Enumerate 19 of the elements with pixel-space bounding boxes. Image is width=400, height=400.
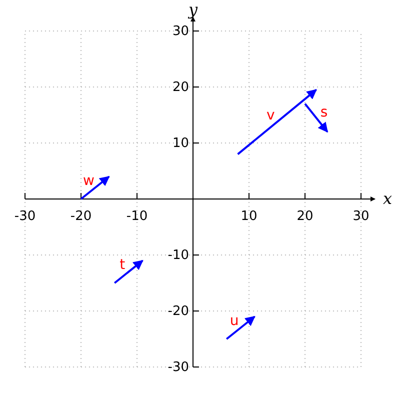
y-tick-label: 10 (172, 136, 189, 152)
series-label: v (266, 107, 275, 124)
y-tick-label: -20 (168, 304, 189, 320)
series-label: u (230, 312, 239, 329)
x-tick-label: 20 (296, 209, 314, 224)
series-label: t (120, 256, 126, 273)
x-axis-title: x (383, 189, 392, 208)
series-label: s (320, 104, 328, 121)
y-tick-label: 30 (172, 24, 189, 40)
x-tick-label: -30 (14, 209, 36, 224)
x-tick-label: -10 (126, 209, 148, 224)
y-tick-label: -10 (168, 248, 189, 264)
series-label: w (83, 172, 94, 189)
y-axis-title: y (187, 0, 198, 19)
x-tick-label: 10 (240, 209, 258, 224)
x-tick-label: -20 (70, 209, 92, 224)
y-tick-label: 20 (172, 80, 189, 96)
x-tick-label: 30 (352, 209, 370, 224)
y-tick-label: -30 (168, 360, 189, 376)
